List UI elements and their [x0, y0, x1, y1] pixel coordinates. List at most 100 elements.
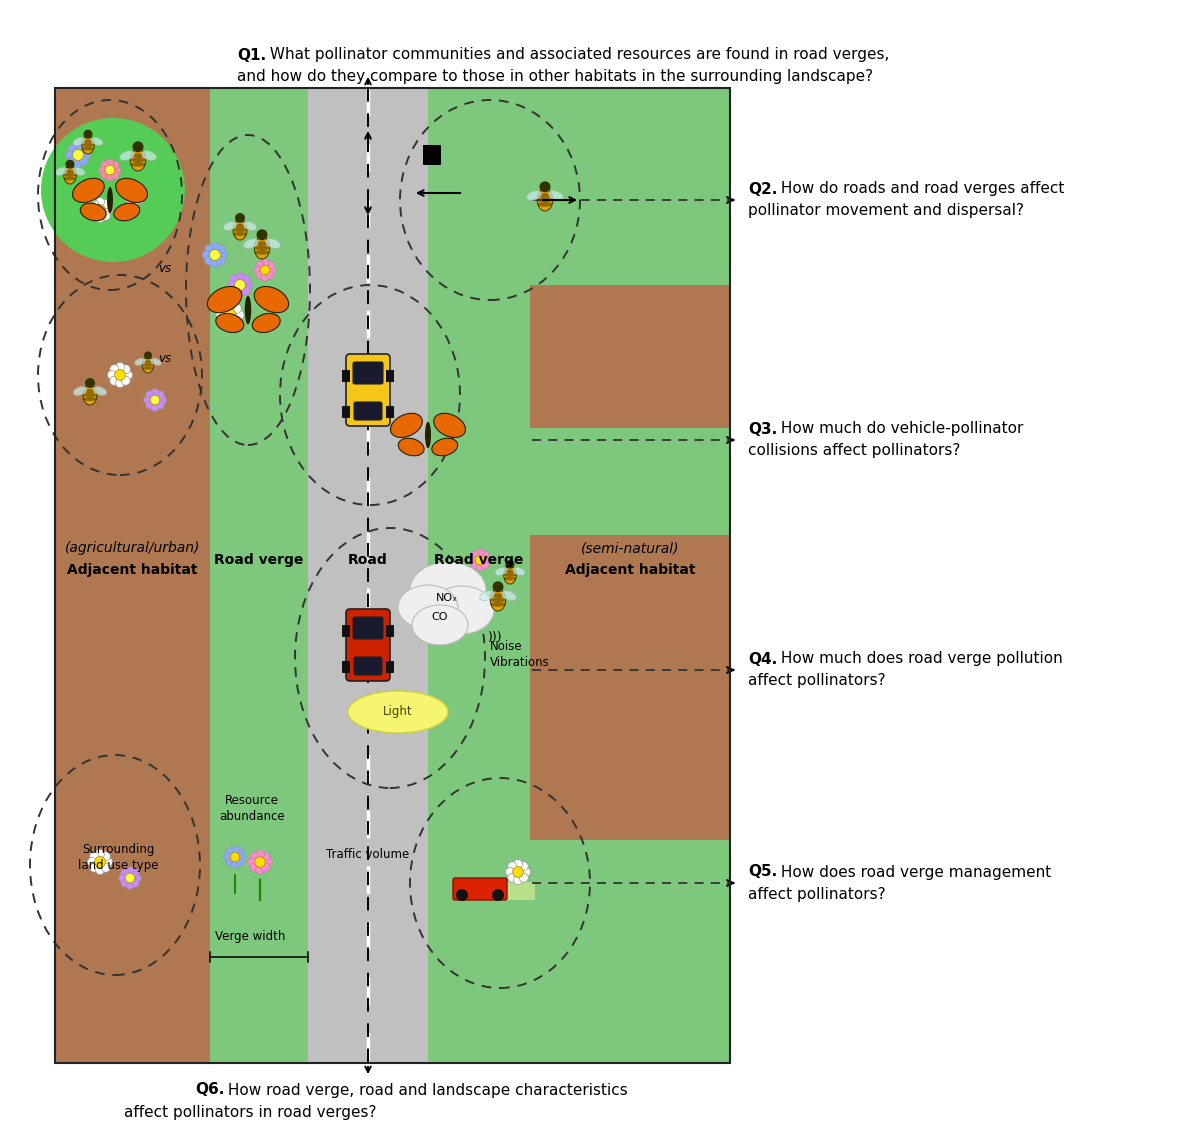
Text: affect pollinators in road verges?: affect pollinators in road verges? [124, 1105, 377, 1120]
Circle shape [89, 196, 96, 203]
Text: Q3.: Q3. [748, 422, 778, 437]
Ellipse shape [502, 590, 516, 601]
Circle shape [205, 257, 214, 265]
Bar [386, 625, 394, 637]
Circle shape [230, 853, 240, 862]
Circle shape [266, 272, 274, 280]
Circle shape [96, 865, 104, 874]
Ellipse shape [64, 170, 77, 173]
Text: CO: CO [432, 612, 449, 622]
Circle shape [514, 860, 522, 869]
Circle shape [79, 156, 89, 165]
Circle shape [101, 160, 109, 168]
Text: Noise
Vibrations: Noise Vibrations [490, 641, 550, 669]
Circle shape [133, 874, 142, 882]
Ellipse shape [55, 167, 67, 175]
Circle shape [262, 273, 269, 281]
Circle shape [144, 397, 152, 405]
Circle shape [262, 259, 269, 267]
Ellipse shape [208, 286, 242, 313]
Circle shape [101, 171, 109, 179]
Circle shape [144, 352, 152, 360]
Circle shape [481, 551, 490, 559]
Circle shape [41, 118, 185, 262]
Ellipse shape [64, 173, 77, 176]
Bar [386, 370, 394, 382]
Text: collisions affect pollinators?: collisions affect pollinators? [748, 444, 960, 458]
Ellipse shape [151, 359, 161, 366]
Circle shape [115, 378, 125, 387]
Circle shape [95, 856, 106, 868]
Ellipse shape [245, 296, 251, 324]
Ellipse shape [134, 359, 145, 366]
Circle shape [230, 846, 239, 854]
Circle shape [236, 858, 244, 866]
Ellipse shape [83, 388, 97, 393]
Text: How much do vehicle-pollinator: How much do vehicle-pollinator [776, 422, 1024, 437]
Circle shape [256, 272, 264, 280]
Ellipse shape [504, 576, 516, 580]
Ellipse shape [115, 179, 148, 203]
Ellipse shape [142, 150, 156, 160]
Circle shape [236, 848, 244, 856]
Text: NOₓ: NOₓ [436, 592, 458, 603]
Circle shape [103, 857, 113, 866]
Circle shape [210, 250, 221, 260]
Circle shape [476, 563, 484, 571]
Circle shape [218, 251, 228, 259]
Bar [308, 88, 428, 1063]
Ellipse shape [91, 138, 103, 146]
Ellipse shape [64, 176, 77, 180]
Text: Q2.: Q2. [748, 181, 778, 196]
Circle shape [85, 378, 95, 388]
Circle shape [82, 150, 91, 159]
Text: affect pollinators?: affect pollinators? [748, 887, 886, 902]
Circle shape [96, 213, 104, 222]
Circle shape [540, 181, 551, 193]
Circle shape [229, 286, 239, 296]
Ellipse shape [504, 566, 516, 584]
Circle shape [216, 311, 226, 320]
Ellipse shape [491, 594, 505, 598]
Bar [530, 427, 730, 535]
Circle shape [130, 190, 140, 199]
Circle shape [210, 243, 220, 251]
Circle shape [224, 309, 236, 321]
Circle shape [115, 370, 126, 380]
Circle shape [109, 376, 119, 385]
Ellipse shape [244, 238, 258, 249]
Ellipse shape [233, 228, 247, 231]
Circle shape [131, 198, 139, 206]
Circle shape [470, 562, 479, 570]
Ellipse shape [83, 393, 97, 397]
Circle shape [218, 316, 229, 327]
Circle shape [106, 165, 115, 175]
Circle shape [84, 129, 92, 139]
Text: Q5.: Q5. [748, 864, 778, 879]
Circle shape [235, 273, 245, 282]
Circle shape [262, 851, 270, 861]
Circle shape [224, 853, 232, 861]
Circle shape [126, 866, 134, 874]
Circle shape [112, 171, 119, 179]
Ellipse shape [143, 358, 154, 372]
Bar [342, 625, 350, 637]
Circle shape [109, 364, 119, 374]
Text: vs: vs [158, 352, 172, 364]
Ellipse shape [73, 167, 85, 175]
Circle shape [119, 874, 127, 882]
Circle shape [90, 211, 98, 220]
Circle shape [235, 280, 246, 290]
Text: and how do they compare to those in other habitats in the surrounding landscape?: and how do they compare to those in othe… [238, 70, 874, 85]
Ellipse shape [430, 586, 494, 634]
Bar [455, 882, 535, 900]
Ellipse shape [143, 363, 154, 367]
FancyBboxPatch shape [454, 878, 508, 900]
Ellipse shape [494, 567, 508, 575]
Text: Surrounding
land use type: Surrounding land use type [78, 843, 158, 872]
Ellipse shape [252, 314, 281, 332]
Ellipse shape [120, 150, 134, 160]
FancyBboxPatch shape [353, 617, 383, 639]
Bar [55, 88, 210, 1063]
Circle shape [106, 173, 114, 181]
